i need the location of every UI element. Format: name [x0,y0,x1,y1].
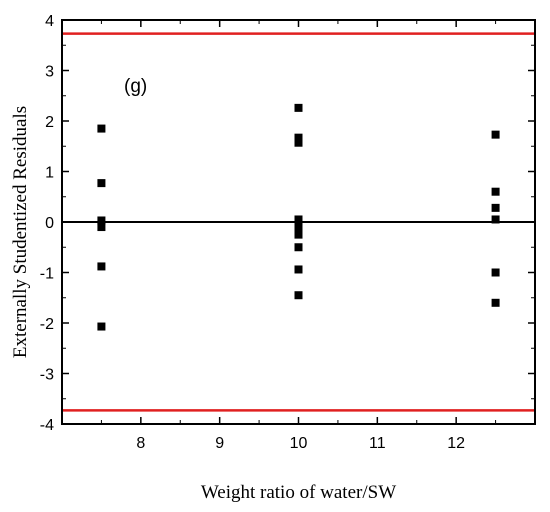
data-point [97,223,106,232]
y-tick-label: 1 [45,165,54,182]
data-point [491,203,500,212]
data-point [294,215,303,224]
x-tick-label: 11 [369,435,386,452]
data-point [294,138,303,147]
data-point [491,268,500,277]
x-axis: 8 9 10 11 12 [100,20,497,452]
data-point [97,216,106,225]
y-tick-label: -2 [40,316,54,333]
y-tick-label: 2 [45,114,54,131]
x-tick-label: 8 [136,435,145,452]
data-point [294,243,303,252]
plot-area [62,32,535,412]
data-point [491,187,500,196]
data-point [294,230,303,239]
data-point [294,291,303,300]
data-point [294,103,303,112]
data-point [294,220,303,229]
data-point [97,179,106,188]
y-tick-label: -3 [40,367,54,384]
data-point [294,133,303,142]
data-point [97,124,106,133]
y-tick-label: -1 [40,266,54,283]
data-point [97,262,106,271]
y-tick-label: 3 [45,64,54,81]
data-point [491,298,500,307]
x-axis-title: Weight ratio of water/SW [201,482,396,503]
data-point [97,322,106,331]
y-tick-label: 4 [45,13,54,30]
data-point [294,265,303,274]
data-point [294,225,303,234]
data-point [491,215,500,224]
x-tick-label: 9 [215,435,224,452]
data-point [491,130,500,139]
y-tick-label: 0 [45,215,54,232]
panel-label: (g) [124,76,147,97]
x-tick-label: 12 [447,435,465,452]
y-axis: -4 -3 -2 -1 0 1 2 3 4 [40,13,535,434]
y-axis-title: Externally Studentized Residuals [10,106,31,358]
x-tick-label: 10 [290,435,308,452]
y-tick-label: -4 [40,417,54,434]
